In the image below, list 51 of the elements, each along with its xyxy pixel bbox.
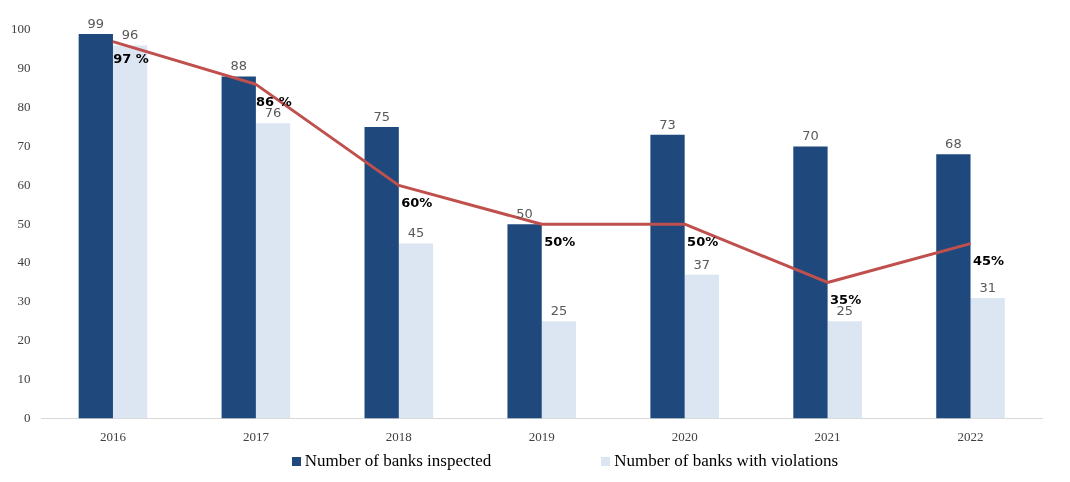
x-tick-label: 2020 (671, 428, 698, 444)
data-label: 60% (401, 194, 433, 210)
bar (936, 154, 971, 419)
data-label: 99 (87, 15, 105, 31)
bar (793, 146, 828, 419)
y-tick-label: 30 (17, 293, 31, 309)
data-label: 25 (550, 303, 568, 319)
x-tick-label: 2021 (814, 428, 841, 444)
x-tick-label: 2018 (385, 428, 412, 444)
data-label: 73 (659, 116, 676, 132)
data-label: 70 (802, 128, 819, 144)
bar (78, 33, 113, 419)
bar (541, 321, 577, 419)
y-tick-label: 70 (17, 137, 31, 153)
y-tick-label: 40 (17, 254, 31, 270)
x-tick-label: 2022 (957, 428, 984, 444)
bar (827, 321, 862, 419)
bar (684, 274, 719, 419)
bar (364, 127, 399, 419)
bar (221, 76, 256, 419)
data-label: 45% (972, 252, 1005, 268)
data-label: 96 (121, 27, 139, 43)
data-label: 37 (693, 256, 711, 272)
y-tick-label: 0 (24, 409, 31, 425)
y-tick-label: 80 (17, 99, 31, 115)
bar (970, 298, 1005, 419)
legend-label: Number of banks with violations (614, 451, 839, 471)
x-tick-label: 2019 (528, 428, 555, 444)
y-tick-label: 60 (17, 176, 31, 192)
y-tick-label: 50 (17, 215, 31, 231)
legend-label: Number of banks inspected (304, 451, 492, 471)
bar (255, 123, 291, 419)
data-label: 50% (687, 233, 719, 249)
x-tick-label: 2016 (99, 428, 127, 444)
data-label: 75 (373, 108, 390, 124)
data-label: 50 (516, 206, 533, 222)
data-label: 88 (230, 58, 248, 74)
y-tick-label: 20 (17, 332, 31, 348)
y-tick-label: 90 (17, 60, 31, 76)
data-label: 45 (407, 225, 425, 241)
bar (650, 134, 685, 419)
bar (112, 45, 148, 419)
data-label: 50% (544, 233, 576, 249)
data-label: 31 (979, 279, 996, 295)
bar (507, 224, 542, 419)
y-tick-label: 10 (17, 370, 31, 386)
y-tick-label: 100 (11, 21, 31, 37)
x-tick-label: 2017 (242, 428, 270, 444)
data-label: 97 % (113, 51, 149, 67)
data-label: 68 (945, 136, 962, 152)
bar (398, 243, 434, 419)
